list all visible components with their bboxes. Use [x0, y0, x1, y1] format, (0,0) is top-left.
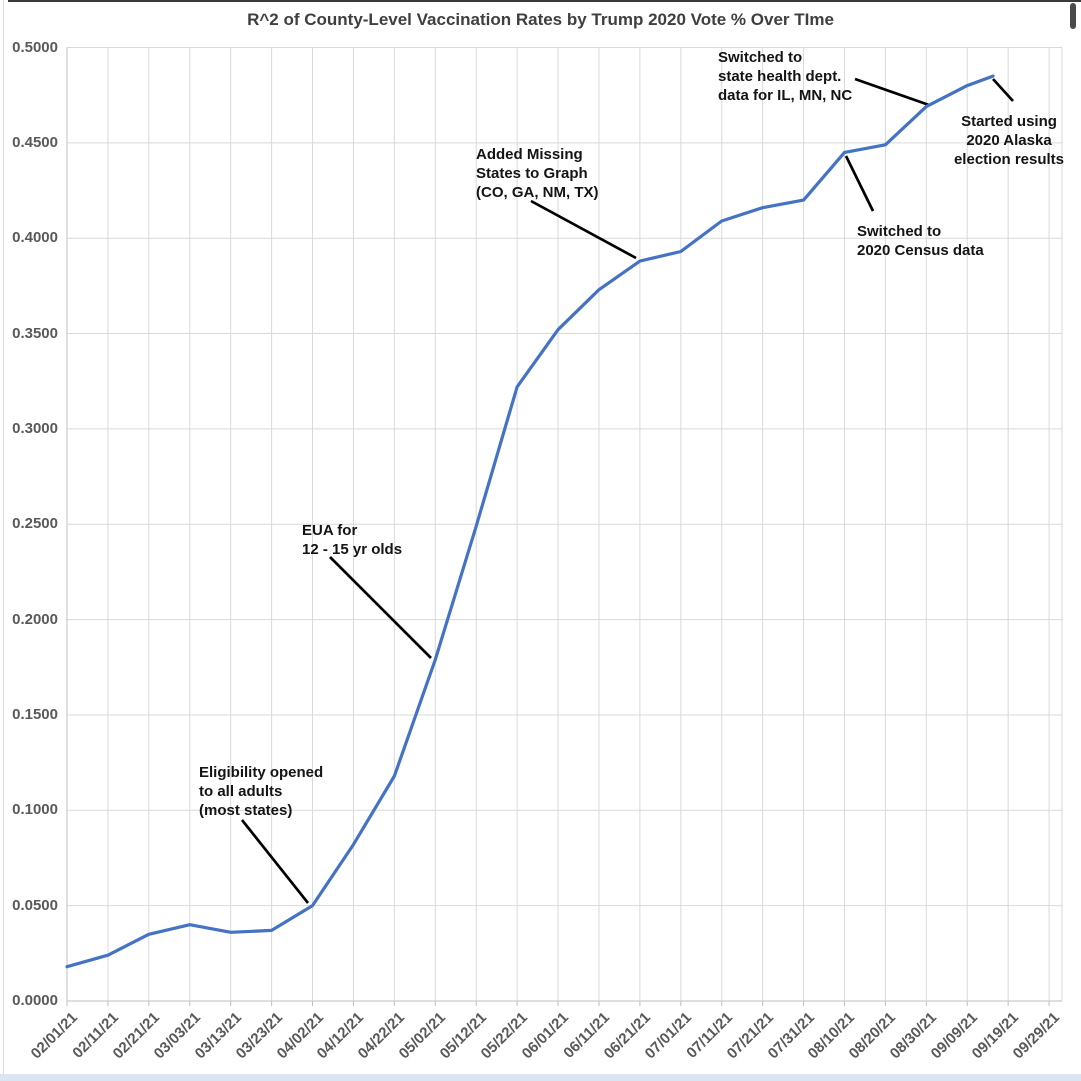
y-axis-tick-label: 0.4500: [12, 133, 58, 151]
alaska-note-line: Started using: [961, 113, 1057, 130]
eligibility-note-line: (most states): [199, 802, 293, 819]
eligibility-note-line: to all adults: [199, 783, 283, 800]
census-note-leader-line: [844, 155, 875, 212]
y-axis-tick-label: 0.5000: [12, 38, 58, 56]
y-axis-tick-label: 0.3500: [12, 324, 58, 342]
census-note: Switched to 2020 Census data: [857, 222, 1002, 260]
y-axis-tick-label: 0.0000: [12, 992, 58, 1009]
eua-note-line: 12 - 15 yr olds: [302, 541, 403, 558]
chart-title: R^2 of County-Level Vaccination Rates by…: [247, 10, 834, 29]
alaska-note-line: election results: [953, 151, 1065, 168]
y-axis-tick-label: 0.3000: [12, 419, 58, 437]
series-line: [65, 74, 995, 969]
health-dept-note-line: state health dept.: [718, 68, 842, 85]
added-states-note: Added Missing States to Graph (CO, GA, NM,…: [476, 145, 611, 202]
added-states-note-line: Added Missing: [476, 146, 583, 163]
eligibility-note-line: Eligibility opened: [199, 764, 324, 781]
y-axis-tick-label: 0.0500: [12, 896, 58, 914]
health-dept-note-line: Switched to: [718, 49, 803, 66]
window-left-border: [3, 0, 4, 1074]
census-note-line: Switched to: [857, 223, 942, 240]
alaska-note: Started using 2020 Alaska election results: [952, 112, 1066, 169]
y-axis-tick-label: 0.4000: [12, 229, 58, 247]
alaska-note-line: 2020 Alaska: [966, 132, 1052, 149]
health-dept-note-line: data for IL, MN, NC: [718, 87, 853, 104]
health-dept-note: Switched to state health dept. data for IL…: [718, 48, 863, 105]
y-axis-tick-label: 0.1500: [12, 705, 58, 723]
health-dept-note-leader-line: [854, 77, 930, 107]
vertical-scrollbar-thumb[interactable]: [1070, 3, 1076, 29]
eua-note-line: EUA for: [302, 522, 358, 539]
y-axis-tick-label: 0.2000: [12, 610, 58, 628]
eligibility-note-leader-line: [240, 819, 310, 904]
eua-note: EUA for 12 - 15 yr olds: [302, 521, 427, 559]
window-top-border: [8, 0, 1081, 2]
added-states-note-line: (CO, GA, NM, TX): [476, 184, 599, 201]
added-states-note-line: States to Graph: [476, 165, 588, 182]
eligibility-note: Eligibility opened to all adults (most sta…: [199, 763, 334, 820]
census-note-line: 2020 Census data: [857, 242, 984, 259]
eua-note-leader-line: [329, 556, 432, 659]
y-axis-tick-label: 0.2500: [12, 515, 58, 533]
y-axis-tick-label: 0.1000: [12, 801, 58, 819]
horizontal-scrollbar-track[interactable]: [0, 1074, 1081, 1081]
added-states-note-leader-line: [530, 199, 637, 260]
alaska-note-leader-line: [992, 78, 1014, 102]
